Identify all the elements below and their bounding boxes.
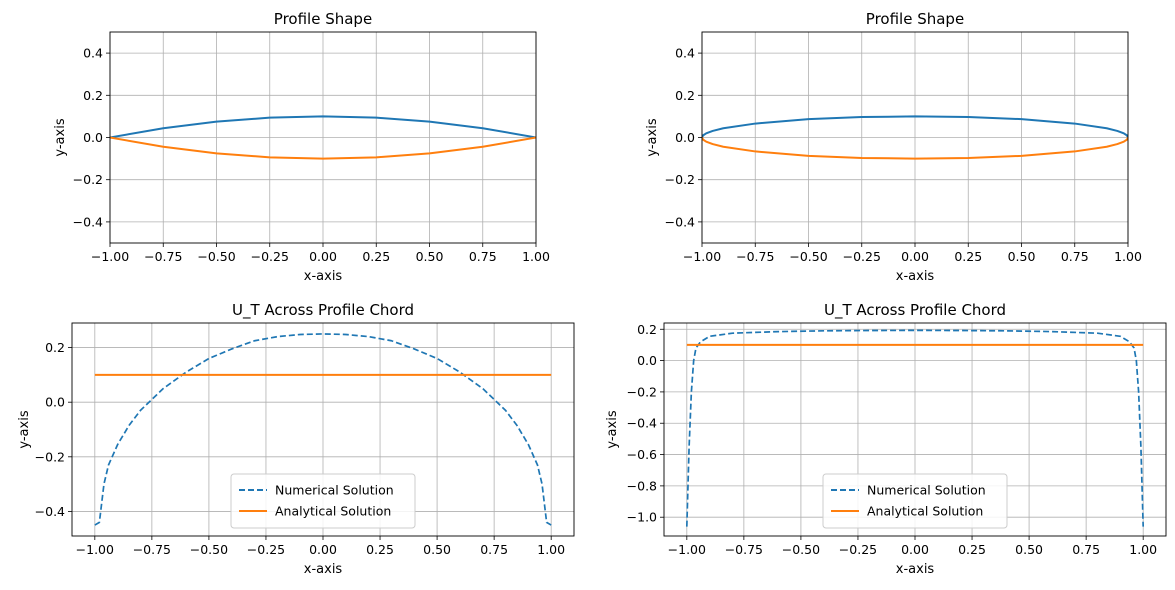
chart-4: −1.00 −0.75 −0.50 −0.25 0.00 0.25 0.50 0.75 1.00… xyxy=(605,301,1167,577)
x-tick-label: −0.50 xyxy=(190,542,228,557)
y-tick-label: −0.8 xyxy=(627,478,657,493)
chart-3: −1.00 −0.75 −0.50 −0.25 0.00 0.25 0.50 0.75 1.00… xyxy=(17,301,575,577)
x-tick-label: −0.25 xyxy=(251,249,289,264)
y-axis-label: y-axis xyxy=(645,118,660,156)
x-tick-label: 0.75 xyxy=(480,542,508,557)
x-tick-label: 0.50 xyxy=(1015,542,1043,557)
axes-frame xyxy=(701,31,1129,244)
y-tick-label: 0.4 xyxy=(83,46,103,61)
x-tick-label: 1.00 xyxy=(537,542,565,557)
y-tick-label: 0.2 xyxy=(675,88,695,103)
x-tick-label: 0.25 xyxy=(954,249,982,264)
chart-1: −1.00 −0.75 −0.50 −0.25 0.00 0.25 0.50 0.75 1.00… xyxy=(53,10,550,284)
legend-label: Numerical Solution xyxy=(275,483,394,498)
x-tick-label: 0.00 xyxy=(901,249,929,264)
series-line-1 xyxy=(110,115,536,139)
x-tick-label: 0.50 xyxy=(423,542,451,557)
legend-label: Numerical Solution xyxy=(867,483,986,498)
x-tick-label: 1.00 xyxy=(522,249,550,264)
x-tick-label: 0.75 xyxy=(469,249,497,264)
x-tick-label: −1.00 xyxy=(76,542,114,557)
x-tick-label: 1.00 xyxy=(1114,249,1142,264)
legend-label: Analytical Solution xyxy=(275,504,391,519)
chart-title: Profile Shape xyxy=(274,10,372,28)
x-tick-label: −0.50 xyxy=(782,542,820,557)
x-tick-label: 0.50 xyxy=(1008,249,1036,264)
series-line-2 xyxy=(702,137,1128,160)
y-tick-label: 0.4 xyxy=(675,46,695,61)
chart-title: Profile Shape xyxy=(866,10,964,28)
chart-title: U_T Across Profile Chord xyxy=(824,301,1006,320)
x-tick-label: −0.75 xyxy=(144,249,182,264)
series-line-2 xyxy=(110,136,536,160)
x-axis-label: x-axis xyxy=(304,269,343,284)
x-tick-label: −0.75 xyxy=(725,542,763,557)
x-tick-label: −1.00 xyxy=(683,249,721,264)
y-tick-label: 0.0 xyxy=(637,353,657,368)
y-tick-label: −0.4 xyxy=(73,214,103,229)
x-tick-label: −1.00 xyxy=(668,542,706,557)
x-tick-label: −0.25 xyxy=(247,542,285,557)
y-tick-label: 0.0 xyxy=(83,130,103,145)
axes-frame xyxy=(71,322,575,537)
x-tick-label: 0.75 xyxy=(1061,249,1089,264)
y-tick-label: −0.4 xyxy=(665,214,695,229)
legend-box xyxy=(822,473,1008,529)
x-tick-label: 1.00 xyxy=(1129,542,1157,557)
series-line-1 xyxy=(702,115,1128,138)
y-tick-label: 0.2 xyxy=(83,88,103,103)
x-tick-label: −0.50 xyxy=(789,249,827,264)
y-tick-label: 0.0 xyxy=(675,130,695,145)
y-tick-label: −0.2 xyxy=(73,172,103,187)
legend-box xyxy=(230,473,416,529)
legend: Numerical Solution Analytical Solution xyxy=(230,473,416,529)
x-axis-label: x-axis xyxy=(896,562,935,577)
y-axis-label: y-axis xyxy=(605,410,620,448)
x-tick-label: 0.00 xyxy=(901,542,929,557)
x-tick-label: −1.00 xyxy=(91,249,129,264)
y-tick-label: −0.2 xyxy=(35,449,65,464)
x-axis-label: x-axis xyxy=(304,562,343,577)
legend-label: Analytical Solution xyxy=(867,504,983,519)
series-line-1 xyxy=(94,333,552,526)
y-tick-label: −0.2 xyxy=(627,384,657,399)
y-tick-label: 0.0 xyxy=(45,395,65,410)
axes-frame xyxy=(663,322,1167,537)
x-tick-label: 0.50 xyxy=(416,249,444,264)
y-tick-label: −0.4 xyxy=(35,504,65,519)
legend: Numerical Solution Analytical Solution xyxy=(822,473,1008,529)
x-tick-label: −0.25 xyxy=(839,542,877,557)
y-tick-label: 0.2 xyxy=(45,340,65,355)
y-tick-label: 0.2 xyxy=(637,322,657,337)
x-tick-label: −0.75 xyxy=(736,249,774,264)
y-tick-label: −1.0 xyxy=(627,510,657,525)
y-tick-label: −0.2 xyxy=(665,172,695,187)
x-tick-label: −0.75 xyxy=(133,542,171,557)
x-tick-label: 0.25 xyxy=(362,249,390,264)
chart-title: U_T Across Profile Chord xyxy=(232,301,414,320)
y-tick-label: −0.4 xyxy=(627,416,657,431)
x-tick-label: 0.25 xyxy=(958,542,986,557)
x-tick-label: 0.25 xyxy=(366,542,394,557)
x-tick-label: −0.25 xyxy=(843,249,881,264)
x-tick-label: 0.00 xyxy=(309,249,337,264)
axes-frame xyxy=(109,31,537,244)
chart-2: −1.00 −0.75 −0.50 −0.25 0.00 0.25 0.50 0.75 1.00… xyxy=(645,10,1142,284)
x-axis-label: x-axis xyxy=(896,269,935,284)
series-line-1 xyxy=(685,329,1145,527)
y-tick-label: −0.6 xyxy=(627,447,657,462)
x-tick-label: −0.50 xyxy=(197,249,235,264)
y-axis-label: y-axis xyxy=(17,410,32,448)
x-tick-label: 0.00 xyxy=(309,542,337,557)
y-axis-label: y-axis xyxy=(53,118,68,156)
x-tick-label: 0.75 xyxy=(1072,542,1100,557)
